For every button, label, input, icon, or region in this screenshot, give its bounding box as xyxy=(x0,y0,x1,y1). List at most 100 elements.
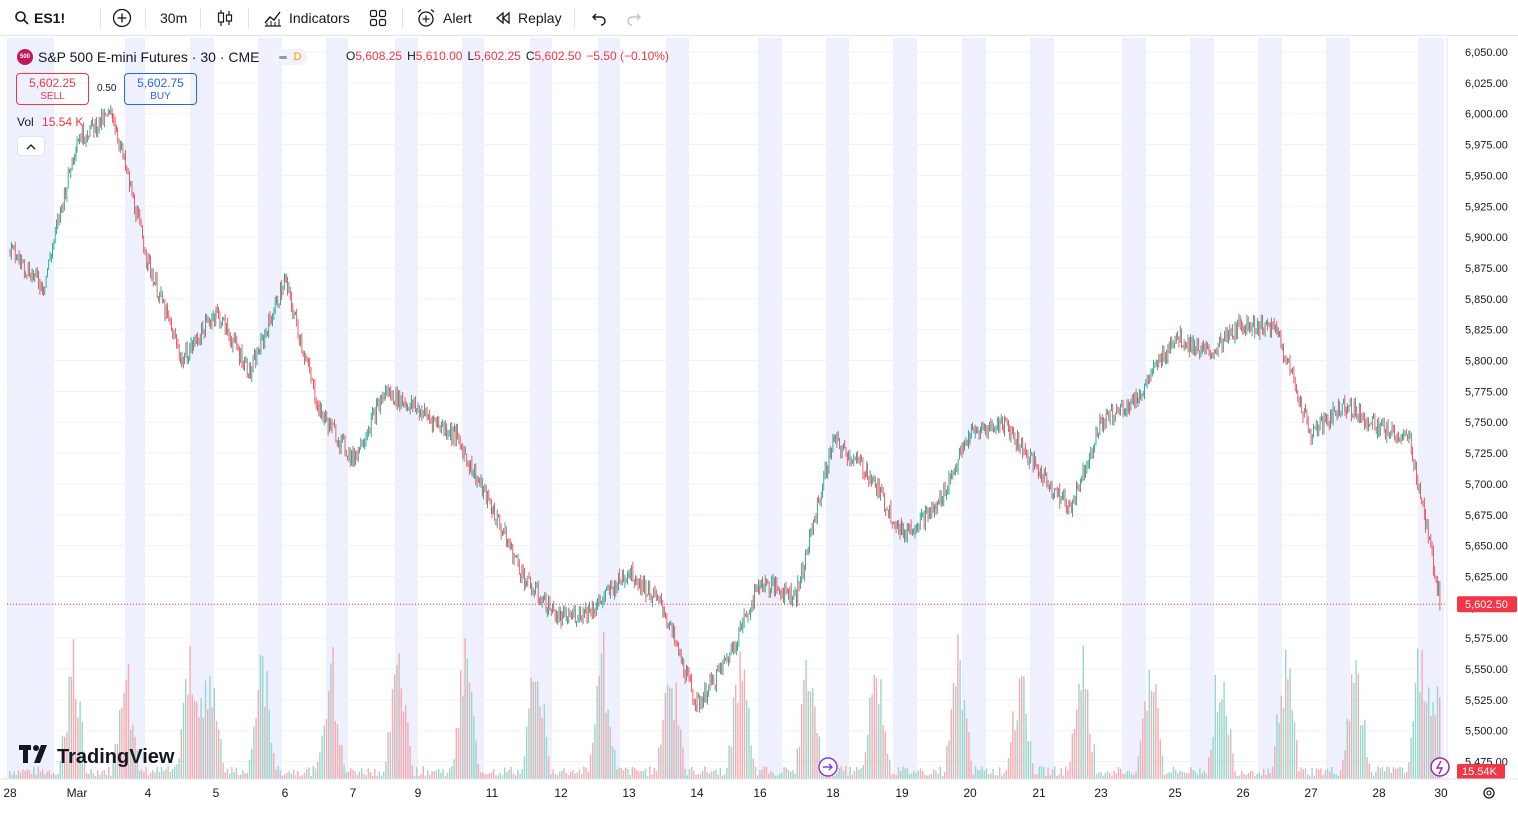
volume-bar xyxy=(424,775,427,779)
volume-bar xyxy=(495,775,497,779)
volume-bar xyxy=(61,735,64,779)
volume-bar xyxy=(1406,772,1408,779)
symbol-legend[interactable]: 500 S&P 500 E-mini Futures · 30 · CME D xyxy=(17,47,308,67)
volume-bar xyxy=(59,761,61,779)
volume-bar xyxy=(339,744,341,779)
volume-bar xyxy=(64,736,66,779)
volume-bar xyxy=(999,767,1001,779)
volume-bar xyxy=(165,769,167,779)
volume-bar xyxy=(207,709,209,779)
volume-bar xyxy=(609,727,611,779)
top-toolbar: ES1! 30m Indicators Alert xyxy=(0,0,1518,36)
volume-bar xyxy=(884,731,886,779)
volume-bar xyxy=(1010,742,1012,779)
volume-bar xyxy=(684,768,686,779)
chart-type-button[interactable] xyxy=(215,0,235,36)
volume-bar xyxy=(1192,770,1194,779)
interval-button[interactable]: 30m xyxy=(160,0,187,36)
symbol-search[interactable]: ES1! xyxy=(14,0,65,36)
volume-bar xyxy=(75,699,77,779)
volume-bar xyxy=(785,767,787,779)
volume-bar xyxy=(374,768,376,779)
volume-bar xyxy=(682,747,684,779)
tradingview-mark-icon xyxy=(19,745,51,769)
volume-bar xyxy=(1128,771,1131,779)
alert-button[interactable]: Alert xyxy=(415,0,472,36)
redo-button[interactable] xyxy=(626,0,644,36)
volume-bar xyxy=(512,773,515,779)
volume-bar xyxy=(1018,678,1021,779)
volume-bar xyxy=(297,771,299,779)
volume-bar xyxy=(908,773,911,779)
undo-button[interactable] xyxy=(589,0,607,36)
volume-bar xyxy=(1181,771,1183,779)
volume-bar xyxy=(1223,681,1225,779)
volume-bar xyxy=(1304,768,1307,779)
volume-bar xyxy=(273,753,275,779)
volume-bar xyxy=(185,678,187,779)
indicators-button[interactable]: Indicators xyxy=(263,0,350,36)
volume-bar xyxy=(574,773,576,779)
volume-bar xyxy=(1326,768,1329,779)
volume-bar xyxy=(1423,701,1425,779)
volume-bar xyxy=(1289,668,1291,779)
volume-bar xyxy=(1366,757,1368,779)
volume-bar xyxy=(803,680,805,779)
volume-bar xyxy=(1201,773,1203,779)
compare-button[interactable] xyxy=(112,0,132,36)
time-tick-label: 7 xyxy=(350,786,357,800)
volume-bar xyxy=(22,769,24,779)
volume-bar xyxy=(1271,766,1274,779)
volume-bar xyxy=(1247,773,1249,779)
time-tick-label: 5 xyxy=(213,786,220,800)
volume-bar xyxy=(928,774,930,779)
volume-bar xyxy=(1023,676,1025,779)
volume-bar xyxy=(222,762,224,779)
volume-legend[interactable]: Vol 15.54 K xyxy=(17,115,83,129)
volume-bar xyxy=(895,775,897,779)
volume-bar xyxy=(1210,749,1212,779)
volume-bar xyxy=(1300,767,1302,779)
volume-bar xyxy=(145,767,147,779)
volume-bar xyxy=(636,769,638,779)
volume-bar xyxy=(314,768,317,779)
volume-bar xyxy=(11,774,13,779)
volume-bar xyxy=(1258,772,1260,779)
replay-button[interactable]: Replay xyxy=(494,0,562,36)
volume-bar xyxy=(1109,772,1111,779)
volume-bar xyxy=(776,775,779,779)
volume-bar xyxy=(1104,772,1106,779)
volume-bar xyxy=(807,691,809,779)
volume-bar xyxy=(1370,771,1373,779)
session-band xyxy=(986,38,1030,779)
volume-bar xyxy=(1177,773,1179,779)
volume-bar xyxy=(418,775,420,779)
sell-price: 5,602.25 xyxy=(29,76,76,90)
volume-bar xyxy=(1227,734,1230,779)
volume-bar xyxy=(464,638,466,779)
volume-bar xyxy=(1342,760,1344,779)
volume-bar xyxy=(312,766,314,779)
buy-button[interactable]: 5,602.75 BUY xyxy=(124,73,197,105)
volume-bar xyxy=(644,768,647,779)
tradingview-logo[interactable]: TradingView xyxy=(19,745,174,769)
volume-bar xyxy=(966,718,968,779)
collapse-legend-button[interactable] xyxy=(17,136,45,156)
volume-bar xyxy=(319,752,321,779)
price-tick-label: 5,900.00 xyxy=(1465,232,1508,244)
volume-bar xyxy=(127,663,130,779)
volume-bar xyxy=(433,771,435,779)
market-status-badge[interactable]: D xyxy=(273,49,308,65)
volume-bar xyxy=(640,771,642,779)
low-key: L xyxy=(467,49,475,63)
volume-bar xyxy=(629,775,631,779)
sell-button[interactable]: 5,602.25 SELL xyxy=(16,73,89,105)
volume-bar xyxy=(840,766,842,779)
templates-button[interactable] xyxy=(369,0,387,36)
volume-bar xyxy=(1397,768,1399,779)
volume-bar xyxy=(1337,775,1340,779)
volume-bar xyxy=(724,774,726,779)
volume-bar xyxy=(805,660,807,779)
volume-bar xyxy=(660,744,662,779)
